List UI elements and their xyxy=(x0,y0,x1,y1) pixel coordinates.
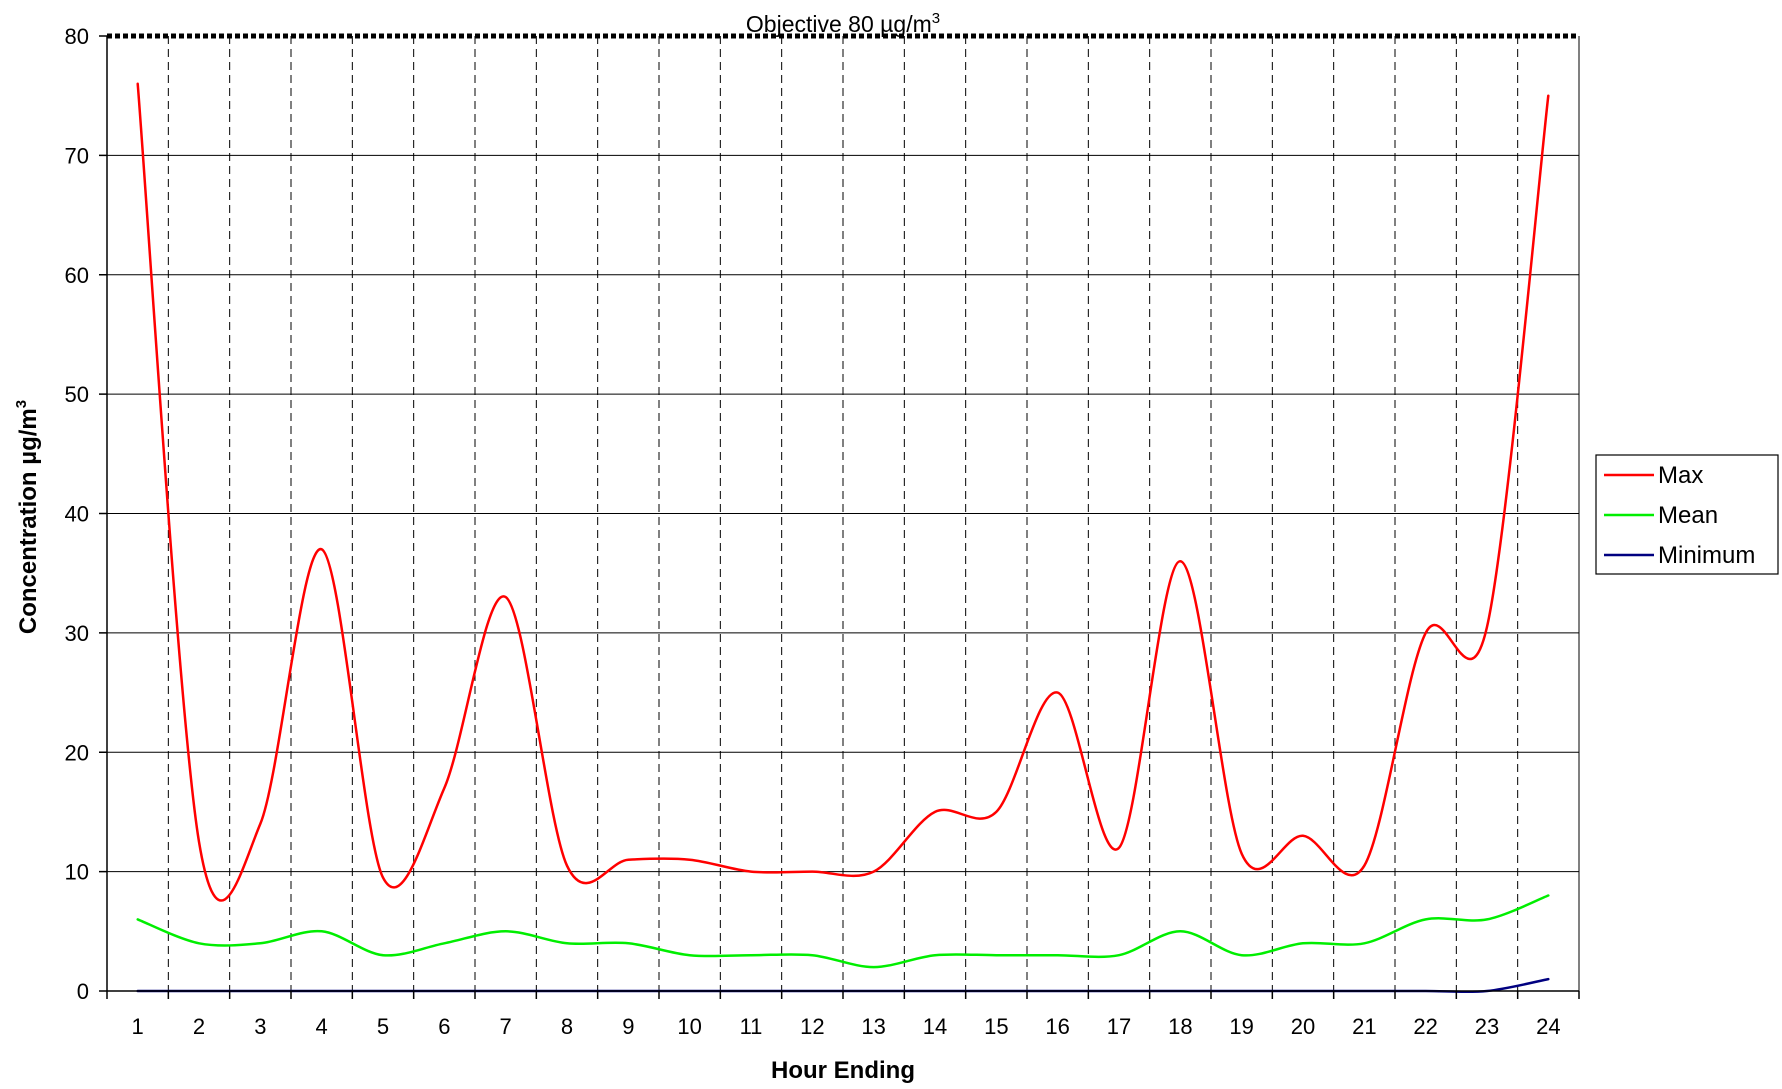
x-tick-label: 2 xyxy=(193,1014,205,1039)
x-tick-label: 23 xyxy=(1475,1014,1499,1039)
y-tick-label: 0 xyxy=(77,979,89,1004)
x-tick-label: 9 xyxy=(622,1014,634,1039)
x-tick-label: 1 xyxy=(132,1014,144,1039)
objective-label-superscript: 3 xyxy=(932,10,940,27)
y-tick-label: 80 xyxy=(65,24,89,49)
series-line-max xyxy=(136,82,1550,902)
x-tick-label: 22 xyxy=(1413,1014,1437,1039)
objective-label-text: Objective 80 µg/m xyxy=(746,11,932,37)
x-tick-label: 14 xyxy=(923,1014,947,1039)
x-tick-label: 10 xyxy=(677,1014,701,1039)
y-axis-title-text: Concentration µg/m xyxy=(15,408,42,634)
y-axis-title: Concentration µg/m3 xyxy=(13,400,42,634)
x-tick-label: 13 xyxy=(861,1014,885,1039)
y-tick-label: 50 xyxy=(65,382,89,407)
x-tick-label: 4 xyxy=(316,1014,328,1039)
x-tick-label: 8 xyxy=(561,1014,573,1039)
x-tick-label: 12 xyxy=(800,1014,824,1039)
x-tick-label: 18 xyxy=(1168,1014,1192,1039)
legend: Max Mean Minimum xyxy=(1595,454,1779,575)
axes xyxy=(99,35,1580,999)
x-tick-labels: 1 2 3 4 5 6 7 8 9 10 11 12 13 14 15 16 17 18 19 20 21 22 23 24 xyxy=(132,1014,1561,1039)
y-tick-label: 20 xyxy=(65,740,89,765)
x-tick-label: 7 xyxy=(500,1014,512,1039)
y-tick-labels: 0 10 20 30 40 50 60 70 80 xyxy=(65,24,89,1004)
legend-label: Max xyxy=(1658,462,1703,489)
x-axis-title: Hour Ending xyxy=(771,1057,915,1084)
x-tick-label: 24 xyxy=(1536,1014,1560,1039)
grid-lines xyxy=(107,36,1579,991)
x-tick-label: 16 xyxy=(1045,1014,1069,1039)
legend-label: Mean xyxy=(1658,502,1718,529)
x-tick-label: 5 xyxy=(377,1014,389,1039)
y-tick-label: 70 xyxy=(65,143,89,168)
y-tick-label: 10 xyxy=(65,860,89,885)
x-tick-label: 3 xyxy=(254,1014,266,1039)
series-line-mean xyxy=(136,894,1550,969)
x-tick-label: 17 xyxy=(1107,1014,1131,1039)
y-axis-title-superscript: 3 xyxy=(13,400,30,408)
legend-label: Minimum xyxy=(1658,542,1755,569)
x-tick-label: 11 xyxy=(740,1014,763,1039)
y-tick-label: 40 xyxy=(65,502,89,527)
objective-label: Objective 80 µg/m3 xyxy=(746,10,940,37)
x-tick-label: 6 xyxy=(438,1014,450,1039)
y-tick-label: 60 xyxy=(65,263,89,288)
x-tick-label: 20 xyxy=(1291,1014,1315,1039)
x-tick-label: 21 xyxy=(1352,1014,1376,1039)
x-tick-label: 15 xyxy=(984,1014,1008,1039)
x-tick-label: 19 xyxy=(1229,1014,1253,1039)
y-tick-label: 30 xyxy=(65,621,89,646)
